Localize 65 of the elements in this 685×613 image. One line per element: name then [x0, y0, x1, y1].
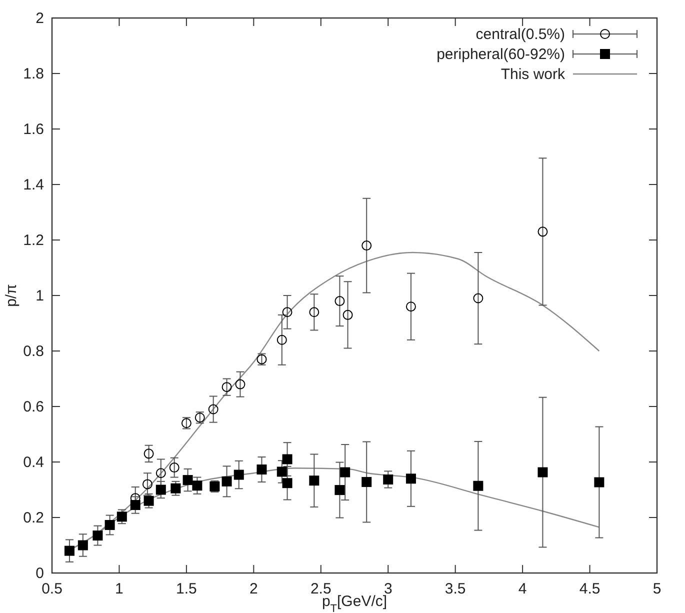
x-tick-label: 4 — [518, 580, 527, 598]
point — [276, 334, 287, 345]
legend-label: peripheral(60-92%) — [436, 46, 565, 63]
point — [342, 310, 353, 320]
point — [130, 500, 140, 510]
point — [182, 475, 193, 486]
legend-label: central(0.5%) — [476, 26, 566, 43]
point — [170, 483, 181, 494]
x-tick-label: 5 — [652, 580, 662, 598]
y-tick-label: 0.6 — [23, 398, 44, 416]
point — [282, 454, 292, 464]
point — [78, 540, 88, 550]
point — [256, 464, 267, 474]
point — [222, 476, 232, 486]
point — [144, 448, 154, 459]
x-tick-label: 2 — [249, 580, 258, 598]
point — [406, 302, 416, 312]
x-tick-label: 4.5 — [579, 580, 600, 598]
y-tick-label: 1.4 — [23, 176, 44, 194]
point — [142, 479, 152, 490]
y-tick-label: 0.2 — [23, 509, 44, 526]
point — [222, 382, 232, 392]
point — [208, 404, 218, 414]
point — [594, 477, 604, 488]
point — [473, 293, 484, 304]
point — [282, 307, 292, 318]
y-tick-label: 0.4 — [23, 454, 44, 471]
point — [144, 496, 154, 506]
y-tick-label: 0 — [36, 564, 44, 582]
point — [192, 480, 202, 491]
point — [334, 485, 345, 496]
point — [473, 480, 484, 491]
x-tick-label: 1.5 — [176, 580, 197, 598]
y-tick-label: 1 — [36, 287, 44, 304]
y-tick-label: 2 — [36, 10, 44, 27]
y-tick-label: 1.8 — [23, 65, 44, 82]
point — [383, 474, 394, 484]
point — [64, 546, 74, 556]
y-axis-title: p/π — [3, 284, 20, 307]
point — [334, 296, 345, 306]
point — [538, 467, 548, 478]
point — [156, 484, 166, 495]
x-tick-label: 1 — [115, 580, 124, 598]
point — [362, 240, 372, 251]
point — [104, 520, 115, 530]
point — [235, 379, 246, 390]
y-tick-label: 1.2 — [23, 232, 44, 249]
point — [309, 476, 320, 486]
point — [309, 307, 320, 318]
y-tick-label: 0.8 — [23, 342, 44, 360]
point — [340, 467, 350, 478]
point — [92, 530, 103, 541]
point — [276, 466, 287, 477]
x-tick-label: 3.5 — [444, 580, 466, 598]
point — [362, 476, 372, 487]
point — [282, 478, 292, 488]
point — [156, 468, 166, 478]
y-tick-label: 1.6 — [23, 120, 44, 138]
legend-label: This work — [500, 66, 566, 83]
point — [406, 474, 416, 484]
x-tick-label: 0.5 — [42, 580, 62, 598]
point — [169, 462, 180, 473]
point — [538, 226, 548, 237]
point — [116, 512, 127, 522]
point — [234, 470, 244, 480]
